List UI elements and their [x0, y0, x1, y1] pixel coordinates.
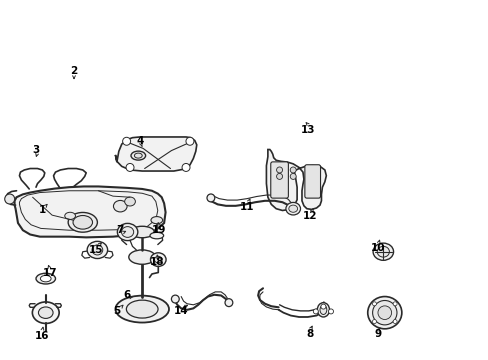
FancyBboxPatch shape — [304, 165, 320, 198]
Ellipse shape — [115, 296, 169, 323]
Ellipse shape — [64, 212, 75, 220]
Text: 15: 15 — [88, 245, 103, 255]
Text: 18: 18 — [149, 257, 164, 267]
Ellipse shape — [117, 224, 138, 240]
Ellipse shape — [285, 202, 300, 215]
Ellipse shape — [130, 226, 154, 238]
Text: 7: 7 — [116, 225, 124, 235]
Text: 4: 4 — [136, 136, 143, 145]
Circle shape — [126, 163, 134, 171]
Circle shape — [290, 174, 296, 179]
Text: 1: 1 — [39, 206, 46, 216]
Circle shape — [290, 167, 296, 173]
Circle shape — [392, 320, 396, 324]
Text: 11: 11 — [239, 202, 254, 212]
Circle shape — [328, 309, 333, 314]
Ellipse shape — [128, 250, 155, 264]
Ellipse shape — [68, 212, 97, 232]
Circle shape — [182, 163, 190, 171]
Text: 12: 12 — [303, 211, 317, 221]
FancyBboxPatch shape — [270, 162, 288, 198]
Ellipse shape — [288, 205, 297, 212]
Text: 17: 17 — [42, 268, 57, 278]
Ellipse shape — [41, 275, 51, 282]
Ellipse shape — [224, 299, 232, 307]
Circle shape — [313, 309, 318, 314]
Ellipse shape — [92, 245, 102, 255]
Ellipse shape — [113, 201, 127, 212]
Circle shape — [122, 137, 130, 145]
Polygon shape — [266, 149, 325, 211]
Text: 8: 8 — [306, 329, 313, 339]
Ellipse shape — [150, 253, 166, 266]
Text: 14: 14 — [174, 306, 188, 316]
Circle shape — [372, 302, 376, 306]
Ellipse shape — [367, 297, 401, 329]
Ellipse shape — [87, 241, 107, 258]
Text: 6: 6 — [123, 290, 130, 300]
Ellipse shape — [126, 300, 158, 318]
Ellipse shape — [372, 301, 396, 325]
Ellipse shape — [134, 153, 142, 158]
Circle shape — [276, 167, 282, 173]
Ellipse shape — [206, 194, 214, 202]
Text: 3: 3 — [32, 144, 40, 154]
Ellipse shape — [171, 295, 179, 303]
Text: 10: 10 — [370, 243, 385, 253]
Ellipse shape — [121, 226, 133, 237]
Ellipse shape — [376, 246, 388, 257]
Circle shape — [372, 320, 376, 324]
Text: 5: 5 — [113, 306, 120, 316]
Polygon shape — [115, 137, 196, 171]
Circle shape — [320, 304, 325, 309]
Text: 9: 9 — [374, 329, 381, 339]
Ellipse shape — [377, 306, 391, 319]
Circle shape — [5, 194, 15, 204]
Ellipse shape — [150, 232, 163, 239]
Polygon shape — [15, 186, 165, 237]
Ellipse shape — [154, 256, 162, 263]
Ellipse shape — [124, 197, 135, 206]
Ellipse shape — [39, 307, 53, 319]
Ellipse shape — [317, 303, 329, 317]
Text: 13: 13 — [300, 125, 314, 135]
Ellipse shape — [319, 305, 326, 315]
Text: 19: 19 — [152, 225, 166, 235]
Ellipse shape — [288, 206, 296, 214]
Circle shape — [392, 302, 396, 306]
Ellipse shape — [151, 217, 163, 224]
Ellipse shape — [372, 243, 393, 260]
Ellipse shape — [32, 302, 59, 323]
Circle shape — [276, 174, 282, 179]
Text: 2: 2 — [70, 66, 78, 76]
Ellipse shape — [73, 216, 92, 229]
Circle shape — [185, 137, 194, 145]
Text: 16: 16 — [35, 331, 49, 341]
Ellipse shape — [131, 151, 145, 160]
Ellipse shape — [36, 273, 55, 284]
